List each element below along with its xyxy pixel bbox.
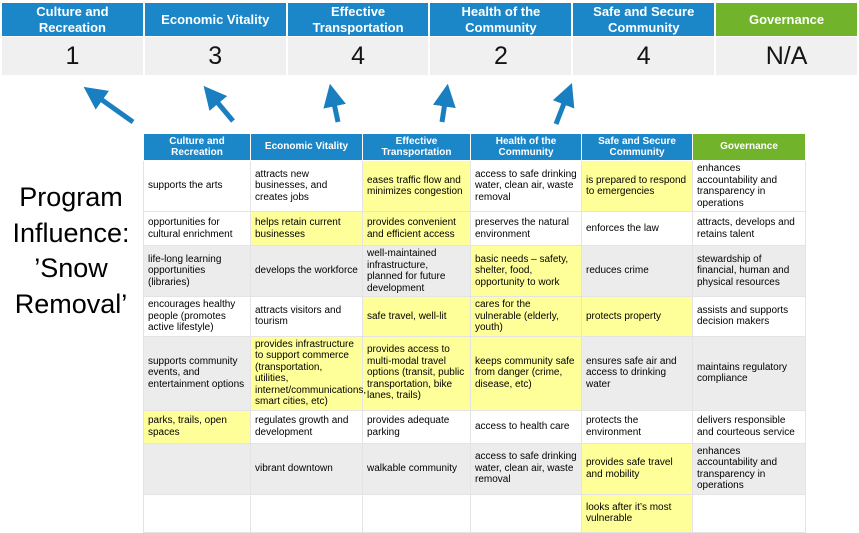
matrix-cell: safe travel, well-lit (362, 296, 471, 337)
matrix-cell: encourages healthy people (promotes acti… (143, 296, 251, 337)
matrix-header: Effective Transportation (362, 133, 471, 161)
matrix-cell (250, 493, 363, 533)
matrix-cell (470, 493, 582, 533)
matrix-cell: enhances accountability and transparency… (692, 442, 806, 495)
matrix-cell: well-maintained infrastructure, planned … (362, 245, 471, 297)
matrix-header: Governance (692, 133, 806, 161)
slide: Culture and Recreation 1 Economic Vitality… (2, 3, 857, 533)
matrix-header-row: Culture and Recreation Economic Vitality E… (143, 133, 806, 161)
matrix-cell: access to safe drinking water, clean air… (470, 442, 582, 495)
matrix-cell: looks after it’s most vulnerable (581, 493, 693, 533)
summary-header: Health of the Community (430, 3, 572, 36)
matrix-header: Safe and Secure Community (581, 133, 693, 161)
arrow-health-of-the-community (432, 83, 456, 123)
matrix-cell: attracts visitors and tourism (250, 296, 363, 337)
matrix-cell: assists and supports decision makers (692, 296, 806, 337)
matrix-cell: protects the environment (581, 409, 693, 444)
summary-header: Safe and Secure Community (573, 3, 715, 36)
influence-matrix: Culture and Recreation Economic Vitality E… (143, 133, 806, 533)
table-row: encourages healthy people (promotes acti… (143, 296, 806, 337)
matrix-cell (143, 493, 251, 533)
matrix-cell (692, 493, 806, 533)
table-row: vibrant downtown walkable community access… (143, 442, 806, 495)
arrow-culture-and-recreation (83, 86, 135, 125)
matrix-cell: provides access to multi-modal travel op… (362, 335, 471, 411)
matrix-cell: attracts new businesses, and creates job… (250, 160, 363, 212)
arrow-effective-transportation (323, 83, 346, 123)
summary-table: Culture and Recreation 1 Economic Vitality… (2, 3, 857, 75)
matrix-cell: keeps community safe from danger (crime,… (470, 335, 582, 411)
table-row: supports the arts attracts new businesses… (143, 160, 806, 212)
matrix-cell: walkable community (362, 442, 471, 495)
matrix-cell: helps retain current businesses (250, 211, 363, 246)
program-influence-label: Program Influence: ’Snow Removal’ (12, 182, 130, 319)
summary-score: 3 (144, 37, 286, 75)
table-row: parks, trails, open spaces regulates grow… (143, 409, 806, 444)
matrix-cell: parks, trails, open spaces (143, 409, 251, 444)
summary-header: Effective Transportation (287, 3, 429, 36)
matrix-cell: access to health care (470, 409, 582, 444)
matrix-cell: provides adequate parking (362, 409, 471, 444)
matrix-cell: enhances accountability and transparency… (692, 160, 806, 212)
summary-header: Governance (716, 3, 857, 36)
matrix-cell: ensures safe air and access to drinking … (581, 335, 693, 411)
matrix-cell: access to safe drinking water, clean air… (470, 160, 582, 212)
matrix-header: Health of the Community (470, 133, 582, 161)
matrix-cell: develops the workforce (250, 245, 363, 297)
matrix-cell: basic needs – safety, shelter, food, opp… (470, 245, 582, 297)
arrow-economic-vitality (203, 85, 235, 123)
matrix-cell: provides infrastructure to support comme… (250, 335, 366, 411)
summary-score: 4 (573, 37, 715, 75)
matrix-cell: stewardship of financial, human and phys… (692, 245, 806, 297)
matrix-cell: cares for the vulnerable (elderly, youth… (470, 296, 582, 337)
matrix-cell: preserves the natural environment (470, 211, 582, 246)
table-row: life-long learning opportunities (librar… (143, 245, 806, 297)
matrix-cell: attracts, develops and retains talent (692, 211, 806, 246)
matrix-header: Economic Vitality (250, 133, 363, 161)
matrix-cell: opportunities for cultural enrichment (143, 211, 251, 246)
table-row: opportunities for cultural enrichment hel… (143, 211, 806, 246)
matrix-cell: reduces crime (581, 245, 693, 297)
matrix-cell: regulates growth and development (250, 409, 363, 444)
summary-score: 4 (287, 37, 429, 75)
matrix-cell (143, 442, 251, 495)
influence-arrows (83, 82, 575, 125)
table-row: looks after it’s most vulnerable (143, 493, 806, 533)
matrix-cell: is prepared to respond to emergencies (581, 160, 693, 212)
matrix-cell: enforces the law (581, 211, 693, 246)
summary-header: Culture and Recreation (2, 3, 143, 36)
matrix-cell: life-long learning opportunities (librar… (143, 245, 251, 297)
table-row: supports community events, and entertain… (143, 335, 806, 411)
matrix-cell: supports community events, and entertain… (143, 335, 251, 411)
summary-score: 1 (2, 37, 143, 75)
matrix-body: supports the arts attracts new businesses… (143, 160, 806, 533)
summary-score: N/A (716, 37, 857, 75)
matrix-cell: provides safe travel and mobility (581, 442, 693, 495)
matrix-cell: supports the arts (143, 160, 251, 212)
matrix-header: Culture and Recreation (143, 133, 251, 161)
matrix-cell: protects property (581, 296, 693, 337)
arrow-safe-and-secure-community (552, 82, 575, 125)
matrix-cell: eases traffic flow and minimizes congest… (362, 160, 471, 212)
matrix-cell: provides convenient and efficient access (362, 211, 471, 246)
matrix-cell: vibrant downtown (250, 442, 363, 495)
matrix-cell (362, 493, 471, 533)
matrix-cell: delivers responsible and courteous servi… (692, 409, 806, 444)
summary-header: Economic Vitality (144, 3, 286, 36)
matrix-cell: maintains regulatory compliance (692, 335, 806, 411)
summary-score: 2 (430, 37, 572, 75)
